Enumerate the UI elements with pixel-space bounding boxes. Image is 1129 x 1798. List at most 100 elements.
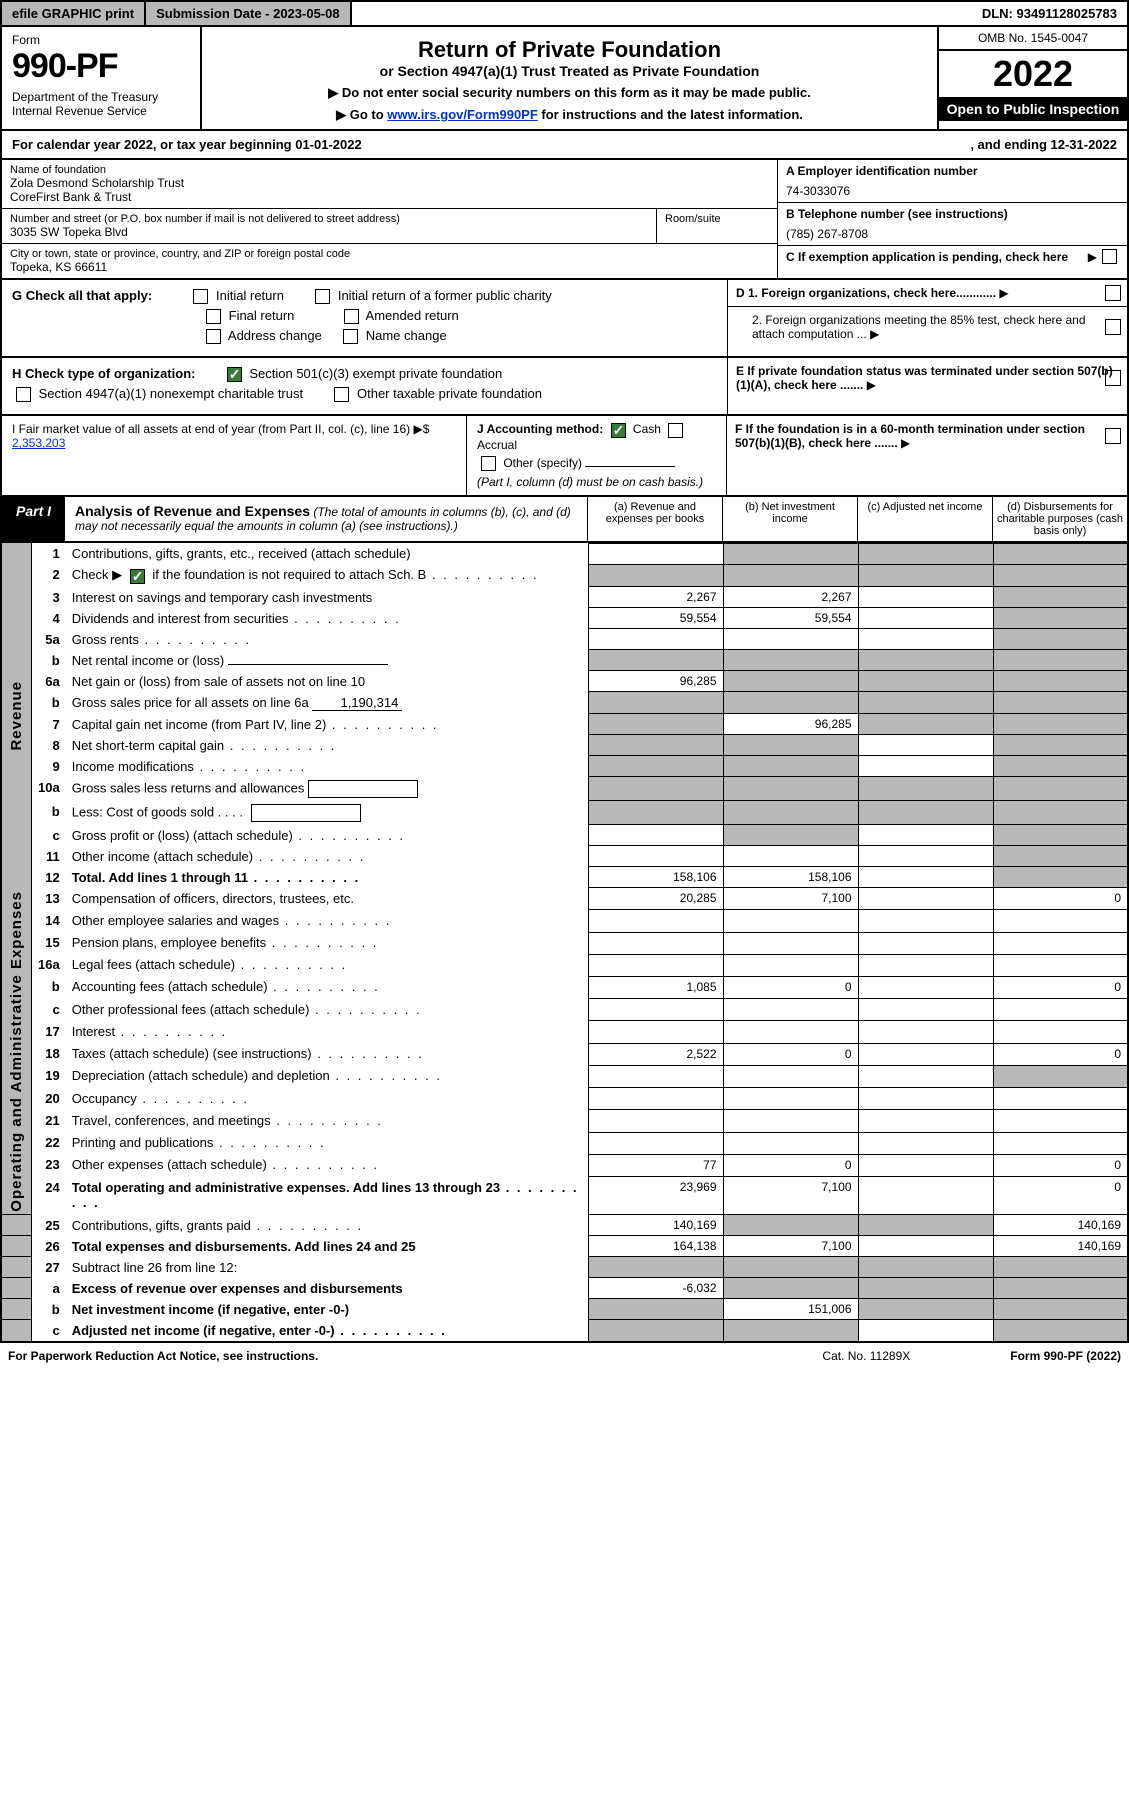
r24d: 0 — [993, 1177, 1128, 1215]
checks-gd: G Check all that apply: Initial return I… — [0, 280, 1129, 358]
h-other-checkbox[interactable] — [334, 387, 349, 402]
room-label: Room/suite — [665, 213, 769, 225]
submission-date: Submission Date - 2023-05-08 — [146, 2, 352, 25]
efile-label: efile GRAPHIC print — [2, 2, 146, 25]
g-final-checkbox[interactable] — [206, 309, 221, 324]
instr-link[interactable]: www.irs.gov/Form990PF — [387, 107, 538, 122]
r23d: 0 — [993, 1154, 1128, 1176]
d1-checkbox[interactable] — [1105, 285, 1121, 301]
r27a: Excess of revenue over expenses and disb… — [66, 1278, 588, 1299]
r12: Total. Add lines 1 through 11 — [66, 867, 588, 888]
g-initial-former: Initial return of a former public charit… — [338, 288, 552, 303]
department: Department of the Treasury Internal Reve… — [12, 90, 190, 118]
r15: Pension plans, employee benefits — [66, 932, 588, 954]
r5a: Gross rents — [66, 629, 588, 650]
part1-title: Analysis of Revenue and Expenses — [75, 503, 310, 519]
r3: Interest on savings and temporary cash i… — [66, 587, 588, 608]
r23a: 77 — [588, 1154, 723, 1176]
r18a: 2,522 — [588, 1043, 723, 1065]
r25d: 140,169 — [993, 1215, 1128, 1236]
phone-row: B Telephone number (see instructions) (7… — [778, 203, 1127, 246]
header-left: Form 990-PF Department of the Treasury I… — [2, 27, 202, 129]
name-label: Name of foundation — [10, 164, 769, 176]
r3b: 2,267 — [723, 587, 858, 608]
r27a-a: -6,032 — [588, 1278, 723, 1299]
h-501c3-checkbox[interactable] — [227, 367, 242, 382]
r12a: 158,106 — [588, 867, 723, 888]
g-label: G Check all that apply: — [12, 288, 152, 303]
h-4947-checkbox[interactable] — [16, 387, 31, 402]
r9: Income modifications — [66, 756, 588, 777]
r2-checkbox[interactable] — [130, 569, 145, 584]
checks-he: H Check type of organization: Section 50… — [0, 358, 1129, 416]
g-initial-former-checkbox[interactable] — [315, 289, 330, 304]
r4: Dividends and interest from securities — [66, 608, 588, 629]
r6b: Gross sales price for all assets on line… — [66, 692, 588, 714]
dln: DLN: 93491128025783 — [972, 2, 1127, 25]
c-checkbox[interactable] — [1102, 249, 1117, 264]
r16b: Accounting fees (attach schedule) — [66, 976, 588, 998]
r16b-b: 0 — [723, 976, 858, 998]
r24b: 7,100 — [723, 1177, 858, 1215]
r26a: 164,138 — [588, 1236, 723, 1257]
room-row: Room/suite — [657, 209, 777, 244]
r24a: 23,969 — [588, 1177, 723, 1215]
r11: Other income (attach schedule) — [66, 846, 588, 867]
r5b: Net rental income or (loss) — [66, 650, 588, 671]
g-amended: Amended return — [366, 308, 459, 323]
r7: Capital gain net income (from Part IV, l… — [66, 714, 588, 735]
d2-checkbox[interactable] — [1105, 319, 1121, 335]
form-title: Return of Private Foundation — [212, 37, 927, 63]
g-section: G Check all that apply: Initial return I… — [2, 280, 727, 356]
r27b-b: 151,006 — [723, 1299, 858, 1320]
form-subtitle: or Section 4947(a)(1) Trust Treated as P… — [212, 63, 927, 79]
j-cash: Cash — [633, 422, 661, 436]
r4b: 59,554 — [723, 608, 858, 629]
f-checkbox[interactable] — [1105, 428, 1121, 444]
omb-number: OMB No. 1545-0047 — [939, 27, 1127, 51]
r18d: 0 — [993, 1043, 1128, 1065]
j-other-checkbox[interactable] — [481, 456, 496, 471]
r25a: 140,169 — [588, 1215, 723, 1236]
footer-left: For Paperwork Reduction Act Notice, see … — [8, 1349, 318, 1363]
page-footer: For Paperwork Reduction Act Notice, see … — [0, 1343, 1129, 1369]
j-cash-checkbox[interactable] — [611, 423, 626, 438]
part1-label: Part I — [2, 497, 65, 541]
ein: 74-3033076 — [786, 178, 1119, 198]
g-amended-checkbox[interactable] — [344, 309, 359, 324]
r17: Interest — [66, 1021, 588, 1043]
r12b: 158,106 — [723, 867, 858, 888]
h-label: H Check type of organization: — [12, 366, 195, 381]
foundation-name: Zola Desmond Scholarship Trust CoreFirst… — [10, 176, 769, 204]
r19: Depreciation (attach schedule) and deple… — [66, 1065, 588, 1087]
r27b: Net investment income (if negative, ente… — [66, 1299, 588, 1320]
r10a: Gross sales less returns and allowances — [66, 777, 588, 801]
header-center: Return of Private Foundation or Section … — [202, 27, 937, 129]
g-initial-checkbox[interactable] — [193, 289, 208, 304]
expenses-side: Operating and Administrative Expenses — [1, 888, 32, 1215]
phone-label: B Telephone number (see instructions) — [786, 207, 1119, 221]
r6a: Net gain or (loss) from sale of assets n… — [66, 671, 588, 692]
city: Topeka, KS 66611 — [10, 260, 769, 274]
g-name-checkbox[interactable] — [343, 329, 358, 344]
i-value[interactable]: 2,353,203 — [12, 436, 65, 450]
e-checkbox[interactable] — [1105, 370, 1121, 386]
r7b: 96,285 — [723, 714, 858, 735]
form-number: 990-PF — [12, 47, 190, 86]
g-address: Address change — [228, 328, 322, 343]
r2: Check ▶ if the foundation is not require… — [66, 564, 588, 586]
h-opt2: Section 4947(a)(1) nonexempt charitable … — [39, 386, 303, 401]
r18b: 0 — [723, 1043, 858, 1065]
h-opt3: Other taxable private foundation — [357, 386, 542, 401]
g-final: Final return — [229, 308, 295, 323]
form-word: Form — [12, 33, 190, 47]
r14: Other employee salaries and wages — [66, 910, 588, 932]
exemption-row: C If exemption application is pending, c… — [778, 246, 1127, 268]
calendar-year-line: For calendar year 2022, or tax year begi… — [0, 131, 1129, 160]
f-row: F If the foundation is in a 60-month ter… — [727, 416, 1127, 456]
g-address-checkbox[interactable] — [206, 329, 221, 344]
c-label: C If exemption application is pending, c… — [786, 250, 1068, 264]
r10c: Gross profit or (loss) (attach schedule) — [66, 825, 588, 846]
city-label: City or town, state or province, country… — [10, 248, 769, 260]
j-accrual-checkbox[interactable] — [668, 423, 683, 438]
